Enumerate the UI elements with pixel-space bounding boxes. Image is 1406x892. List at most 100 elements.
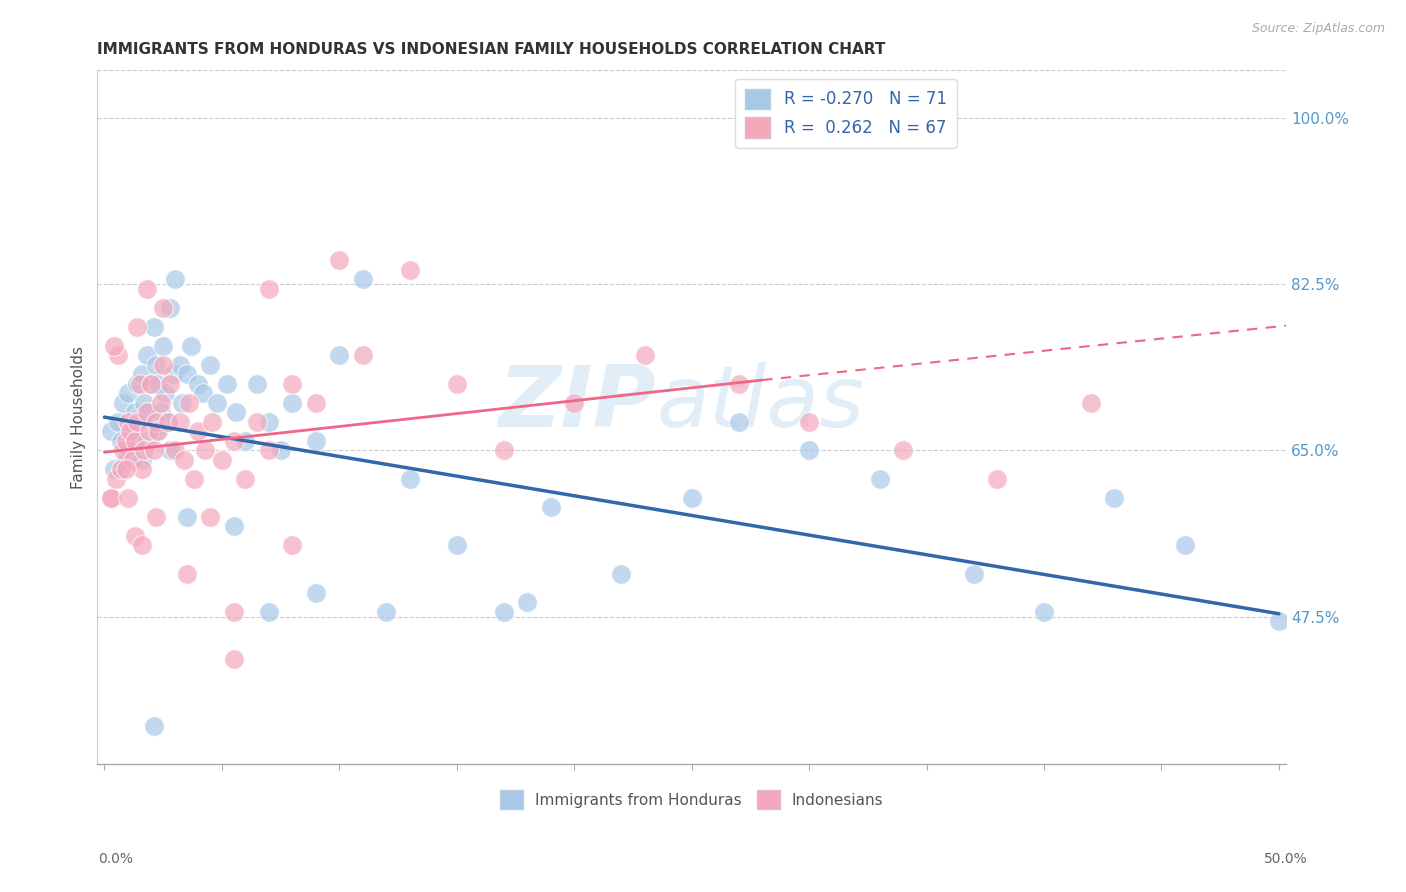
Point xyxy=(177,396,200,410)
Point xyxy=(246,415,269,429)
Point xyxy=(257,443,280,458)
Point xyxy=(169,358,191,372)
Point xyxy=(352,272,374,286)
Point xyxy=(148,376,170,391)
Point xyxy=(100,491,122,505)
Point xyxy=(270,443,292,458)
Point xyxy=(141,376,163,391)
Point xyxy=(233,472,256,486)
Point xyxy=(727,415,749,429)
Point xyxy=(145,509,167,524)
Point xyxy=(281,538,304,552)
Point xyxy=(121,425,143,439)
Text: atlas: atlas xyxy=(657,362,865,445)
Point xyxy=(107,348,129,362)
Point xyxy=(891,443,914,458)
Point xyxy=(681,491,703,505)
Point xyxy=(222,434,245,448)
Point xyxy=(159,376,181,391)
Point xyxy=(211,453,233,467)
Point xyxy=(134,443,156,458)
Point xyxy=(170,396,193,410)
Point xyxy=(135,434,157,448)
Point xyxy=(121,453,143,467)
Point xyxy=(540,500,562,515)
Point xyxy=(117,491,139,505)
Point xyxy=(131,462,153,476)
Point xyxy=(492,443,515,458)
Point xyxy=(797,443,820,458)
Point xyxy=(198,358,221,372)
Point xyxy=(141,376,163,391)
Text: 50.0%: 50.0% xyxy=(1264,852,1308,866)
Point xyxy=(107,415,129,429)
Point xyxy=(127,376,149,391)
Text: Source: ZipAtlas.com: Source: ZipAtlas.com xyxy=(1251,22,1385,36)
Point xyxy=(105,472,128,486)
Point xyxy=(138,425,160,439)
Point xyxy=(135,282,157,296)
Point xyxy=(869,472,891,486)
Point xyxy=(131,453,153,467)
Point xyxy=(305,396,328,410)
Point xyxy=(176,368,198,382)
Point xyxy=(610,566,633,581)
Point xyxy=(149,405,172,419)
Point xyxy=(562,396,585,410)
Point xyxy=(183,472,205,486)
Point xyxy=(152,358,174,372)
Point xyxy=(986,472,1008,486)
Point xyxy=(100,425,122,439)
Point xyxy=(257,282,280,296)
Point xyxy=(110,434,132,448)
Point xyxy=(1268,615,1291,629)
Point xyxy=(1033,605,1056,619)
Point xyxy=(281,376,304,391)
Point xyxy=(169,415,191,429)
Point xyxy=(1080,396,1102,410)
Point xyxy=(201,415,224,429)
Point xyxy=(152,339,174,353)
Point xyxy=(155,386,177,401)
Point xyxy=(127,434,149,448)
Point xyxy=(194,443,217,458)
Point xyxy=(163,272,186,286)
Point xyxy=(103,339,125,353)
Point xyxy=(142,719,165,733)
Point xyxy=(233,434,256,448)
Legend: Immigrants from Honduras, Indonesians: Immigrants from Honduras, Indonesians xyxy=(494,784,890,815)
Point xyxy=(492,605,515,619)
Point xyxy=(131,368,153,382)
Point xyxy=(222,652,245,666)
Point xyxy=(191,386,214,401)
Y-axis label: Family Households: Family Households xyxy=(72,345,86,489)
Point xyxy=(205,396,228,410)
Point xyxy=(962,566,984,581)
Point xyxy=(127,415,149,429)
Point xyxy=(110,462,132,476)
Point xyxy=(112,396,135,410)
Text: IMMIGRANTS FROM HONDURAS VS INDONESIAN FAMILY HOUSEHOLDS CORRELATION CHART: IMMIGRANTS FROM HONDURAS VS INDONESIAN F… xyxy=(97,42,886,57)
Point xyxy=(225,405,247,419)
Point xyxy=(281,396,304,410)
Point xyxy=(352,348,374,362)
Point xyxy=(398,263,420,277)
Point xyxy=(142,319,165,334)
Point xyxy=(148,425,170,439)
Point xyxy=(1104,491,1126,505)
Point xyxy=(246,376,269,391)
Point xyxy=(222,605,245,619)
Point xyxy=(142,443,165,458)
Point xyxy=(163,443,186,458)
Point xyxy=(180,339,202,353)
Point xyxy=(727,376,749,391)
Point xyxy=(398,472,420,486)
Point xyxy=(797,415,820,429)
Point xyxy=(120,425,142,439)
Point xyxy=(305,434,328,448)
Point xyxy=(128,376,150,391)
Point xyxy=(162,368,184,382)
Point xyxy=(114,462,136,476)
Point xyxy=(198,509,221,524)
Point xyxy=(156,415,179,429)
